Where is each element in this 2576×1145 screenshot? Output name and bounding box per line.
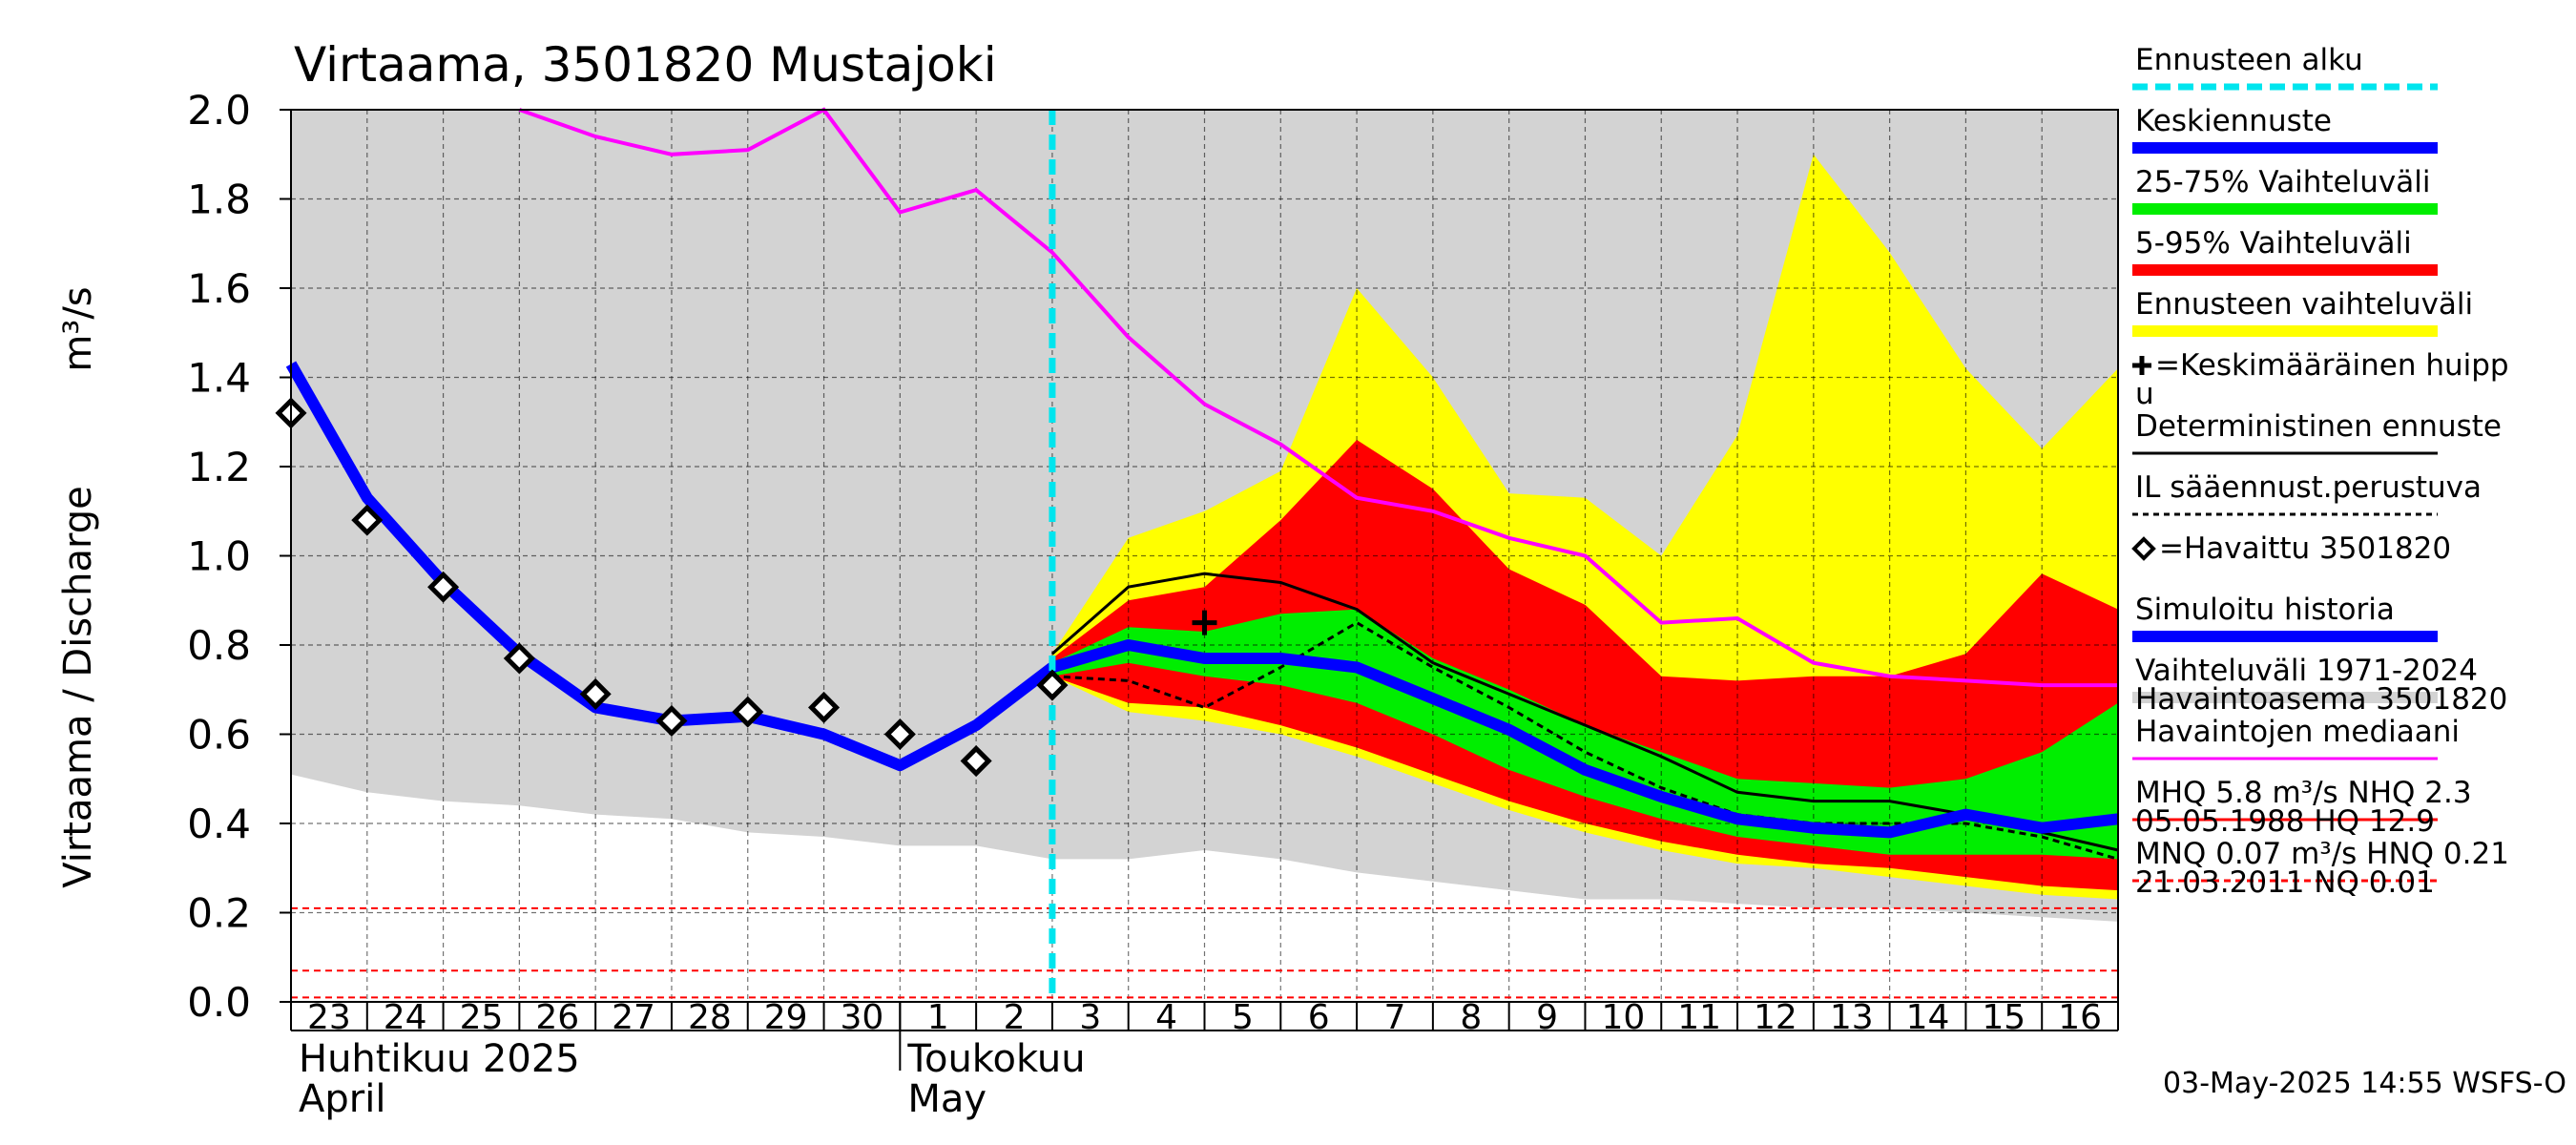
range-5-95-band: [1051, 440, 2118, 891]
y-tick-label: 1.4: [187, 355, 251, 402]
legend-label: Keskiennuste: [2135, 104, 2332, 138]
observed-point: [960, 745, 992, 778]
y-tick-label: 1.2: [187, 444, 251, 490]
legend-label: Ennusteen alku: [2135, 43, 2363, 77]
x-tick-label: 3: [1079, 998, 1101, 1037]
month-label-en: April: [299, 1077, 385, 1121]
y-tick-label: 1.8: [187, 177, 251, 223]
x-tick-label: 26: [535, 998, 579, 1037]
legend-marker-diamond: [2131, 536, 2156, 561]
y-tick-label: 0.0: [187, 979, 251, 1026]
y-tick-label: 1.6: [187, 265, 251, 312]
y-tick-label: 2.0: [187, 87, 251, 134]
x-tick-label: 2: [1004, 998, 1026, 1037]
grid-lines: [290, 109, 2119, 1003]
y-tick-label: 0.8: [187, 622, 251, 669]
y-tick-label: 1.0: [187, 533, 251, 580]
observed-point: [808, 691, 841, 723]
legend-label-line2: 05.05.1988 HQ 12.9: [2135, 804, 2435, 839]
series-observed-median: [518, 107, 2118, 688]
x-tick-label: 25: [460, 998, 504, 1037]
x-tick-label: 16: [2058, 998, 2102, 1037]
x-tick-label: 30: [841, 998, 884, 1037]
legend-label: MHQ 5.8 m³/s NHQ 2.3: [2135, 776, 2472, 810]
legend-label-line2: 21.03.2011 NQ 0.01: [2135, 865, 2435, 900]
x-tick-label: 24: [384, 998, 427, 1037]
legend-label-line2: u: [2135, 377, 2154, 411]
plot-area: [275, 107, 2119, 1003]
month-label-en: May: [907, 1077, 987, 1121]
legend-label-line2: Havaintoasema 3501820: [2135, 682, 2507, 717]
x-tick-label: 9: [1536, 998, 1558, 1037]
legend-label: 25-75% Vaihteluväli: [2135, 165, 2431, 199]
x-tick-label: 6: [1308, 998, 1330, 1037]
x-tick-label: 14: [1906, 998, 1950, 1037]
legend: Ennusteen alku Keskiennuste 25-75% Vaihtel…: [2131, 43, 2509, 900]
month-label-fi: Huhtikuu 2025: [299, 1037, 580, 1081]
x-tick-label: 12: [1754, 998, 1797, 1037]
timestamp-footer: 03-May-2025 14:55 WSFS-O: [2163, 1067, 2566, 1100]
x-tick-label: 29: [764, 998, 808, 1037]
observed-point: [503, 642, 535, 675]
x-tick-label: 13: [1830, 998, 1874, 1037]
x-tick-label: 10: [1601, 998, 1645, 1037]
legend-label: =Keskimääräinen huipp: [2155, 348, 2509, 383]
x-tick-label: 5: [1232, 998, 1254, 1037]
legend-label: Simuloitu historia: [2135, 593, 2395, 627]
y-tick-label: 0.6: [187, 712, 251, 759]
legend-label: =Havaittu 3501820: [2159, 531, 2451, 566]
x-tick-label: 8: [1460, 998, 1482, 1037]
month-label-fi: Toukokuu: [906, 1037, 1085, 1081]
legend-label: MNQ 0.07 m³/s HNQ 0.21: [2135, 837, 2509, 871]
x-tick-label: 27: [612, 998, 655, 1037]
x-tick-label: 15: [1982, 998, 2025, 1037]
observed-point: [351, 504, 384, 536]
legend-label: Vaihteluväli 1971-2024: [2135, 654, 2478, 688]
legend-label: IL sääennust.perustuva: [2135, 470, 2482, 505]
x-axis: 23 24 25 26 27 28 29 30 1 2 3 4 5 6 7 8 9 10 11 12 13 14 15 16H…: [290, 998, 2119, 1121]
x-tick-label: 1: [927, 998, 949, 1037]
x-tick-label: 11: [1677, 998, 1721, 1037]
observed-point: [427, 571, 460, 603]
y-axis-label: Virtaama / Discharge: [56, 486, 100, 887]
mean-peak-marker: [1192, 610, 1217, 635]
legend-label: Deterministinen ennuste: [2135, 409, 2502, 444]
y-axis-unit: m³/s: [56, 286, 100, 371]
legend-marker-plus: [2132, 356, 2151, 375]
observation-markers: [275, 397, 1217, 778]
legend-label: Havaintojen mediaani: [2135, 715, 2460, 749]
y-tick-label: 0.4: [187, 801, 251, 847]
observed-point: [883, 718, 916, 751]
legend-label: 5-95% Vaihteluväli: [2135, 226, 2412, 260]
y-tick-label: 0.2: [187, 890, 251, 937]
x-tick-label: 28: [688, 998, 732, 1037]
range-25-75-band: [1051, 609, 2118, 860]
legend-label: Ennusteen vaihteluväli: [2135, 287, 2473, 322]
observed-point: [655, 704, 688, 738]
observed-point: [579, 677, 612, 710]
series-deterministic-forecast: [1050, 572, 2119, 852]
x-tick-label: 7: [1384, 998, 1406, 1037]
x-tick-label: 4: [1155, 998, 1177, 1037]
observed-point: [1036, 669, 1069, 701]
x-tick-label: 23: [307, 998, 351, 1037]
y-axis: 0.0 0.2 0.4 0.6 0.8 1.0 1.2 1.4 1.6 1.8 2.0: [187, 87, 291, 1026]
chart-title: Virtaama, 3501820 Mustajoki: [294, 37, 997, 93]
series-mean-forecast: [1050, 639, 2119, 839]
observed-point: [732, 696, 764, 728]
